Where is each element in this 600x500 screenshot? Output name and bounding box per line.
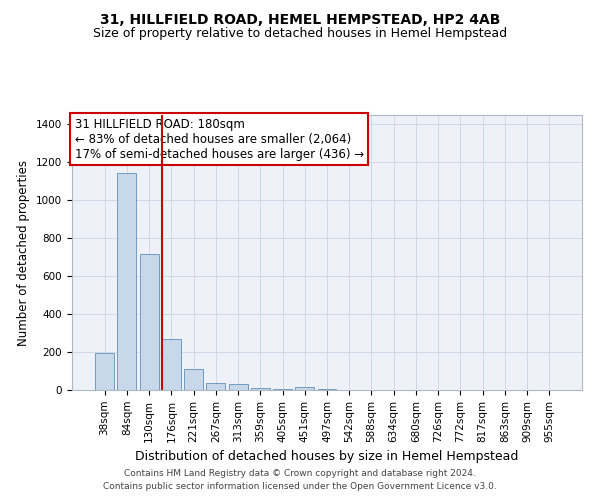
Bar	[317, 389, 337, 390]
Bar	[184, 369, 203, 390]
Bar	[295, 387, 314, 390]
Bar	[273, 389, 292, 390]
Bar	[95, 353, 114, 390]
Y-axis label: Number of detached properties: Number of detached properties	[17, 160, 31, 346]
Bar	[229, 384, 248, 390]
Text: 31 HILLFIELD ROAD: 180sqm
← 83% of detached houses are smaller (2,064)
17% of se: 31 HILLFIELD ROAD: 180sqm ← 83% of detac…	[74, 118, 364, 161]
Bar	[206, 384, 225, 390]
Text: Contains public sector information licensed under the Open Government Licence v3: Contains public sector information licen…	[103, 482, 497, 491]
Text: 31, HILLFIELD ROAD, HEMEL HEMPSTEAD, HP2 4AB: 31, HILLFIELD ROAD, HEMEL HEMPSTEAD, HP2…	[100, 12, 500, 26]
Bar	[118, 173, 136, 390]
Text: Contains HM Land Registry data © Crown copyright and database right 2024.: Contains HM Land Registry data © Crown c…	[124, 468, 476, 477]
Bar	[251, 388, 270, 390]
X-axis label: Distribution of detached houses by size in Hemel Hempstead: Distribution of detached houses by size …	[136, 450, 518, 463]
Bar	[162, 339, 181, 390]
Bar	[140, 254, 158, 390]
Text: Size of property relative to detached houses in Hemel Hempstead: Size of property relative to detached ho…	[93, 28, 507, 40]
